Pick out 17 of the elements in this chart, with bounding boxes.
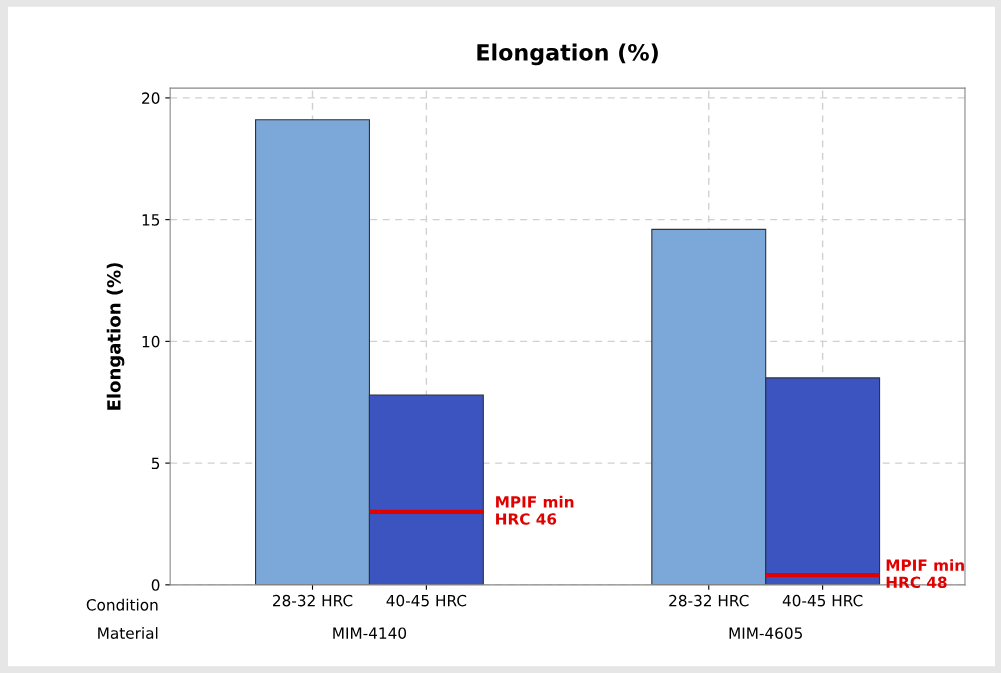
y-tick-label: 10 (142, 335, 160, 348)
text: Material (98, 627, 158, 639)
ref-line-label: MPIF min HRC 46 (496, 495, 574, 525)
y-axis-title: Elongation (%) (106, 263, 125, 410)
ref-line-label: MPIF min HRC 48 (886, 559, 964, 589)
text: MIM-4140 (333, 627, 407, 639)
x-tick-label: 28-32 HRC (669, 594, 749, 607)
y-tick-label: 5 (151, 457, 160, 470)
y-tick-label: 0 (151, 579, 160, 591)
text: Condition (86, 598, 158, 611)
y-tick-label: 20 (142, 92, 160, 104)
x-tick-label: 40-45 HRC (782, 594, 863, 607)
text: MIM-4605 (729, 627, 802, 639)
y-tick-label: 15 (142, 214, 160, 226)
x-tick-label: 28-32 HRC (272, 594, 353, 607)
x-tick-label: 40-45 HRC (386, 594, 467, 607)
chart-title: Elongation (%) (477, 43, 658, 66)
